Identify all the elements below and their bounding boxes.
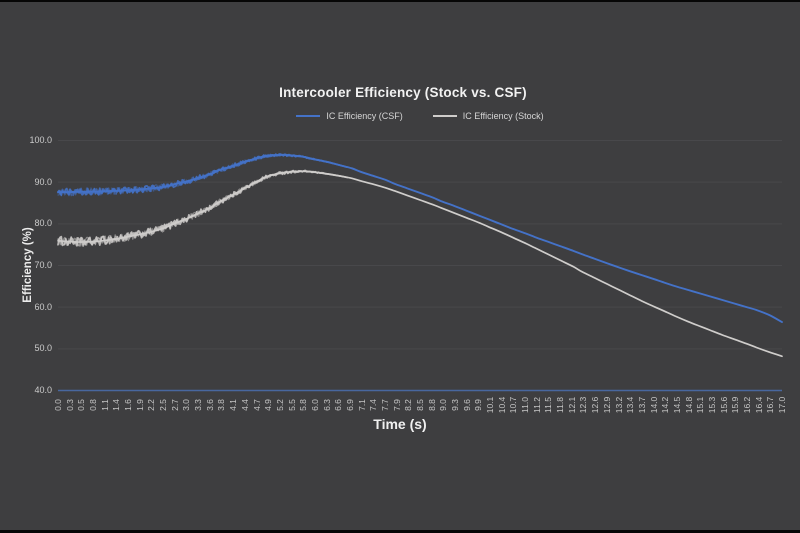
x-tick-label: 5.5 bbox=[286, 399, 297, 411]
x-tick-label: 17.0 bbox=[777, 396, 787, 414]
x-tick-label: 12.3 bbox=[578, 396, 589, 414]
x-tick-label: 3.3 bbox=[193, 399, 204, 411]
x-tick-label: 14.0 bbox=[648, 396, 659, 414]
x-tick-label: 16.7 bbox=[765, 396, 776, 414]
x-tick-label: 9.0 bbox=[438, 399, 449, 411]
y-tick-label: 60.0 bbox=[34, 301, 52, 312]
x-tick-label: 15.6 bbox=[718, 396, 729, 414]
x-tick-label: 13.4 bbox=[625, 396, 636, 414]
x-tick-label: 6.9 bbox=[344, 399, 355, 411]
x-tick-label: 0.3 bbox=[64, 399, 75, 411]
legend-item-stock: IC Efficiency (Stock) bbox=[432, 111, 544, 121]
x-tick-label: 15.9 bbox=[730, 396, 741, 414]
bottom-edge-bar bbox=[0, 530, 800, 533]
x-tick-label: 0.5 bbox=[76, 399, 87, 411]
x-tick-label: 1.9 bbox=[134, 399, 145, 411]
x-tick-label: 2.7 bbox=[169, 399, 180, 411]
x-tick-label: 9.6 bbox=[461, 399, 472, 411]
x-tick-label: 1.6 bbox=[123, 399, 134, 411]
x-tick-label: 6.6 bbox=[333, 399, 344, 411]
x-tick-label: 16.4 bbox=[753, 396, 764, 414]
x-tick-label: 10.1 bbox=[485, 396, 496, 414]
x-tick-label: 12.6 bbox=[590, 396, 601, 414]
x-tick-label: 3.6 bbox=[204, 399, 215, 411]
chart-title: Intercooler Efficiency (Stock vs. CSF) bbox=[279, 85, 527, 100]
x-tick-label: 1.1 bbox=[99, 399, 110, 411]
x-tick-label: 6.0 bbox=[309, 399, 320, 411]
x-tick-label: 8.5 bbox=[415, 399, 425, 411]
x-tick-label: 9.9 bbox=[473, 399, 484, 411]
x-tick-label: 14.2 bbox=[660, 396, 671, 414]
x-tick-label: 14.5 bbox=[671, 396, 682, 414]
legend: IC Efficiency (CSF) IC Efficiency (Stock… bbox=[58, 111, 782, 121]
x-tick-label: 7.7 bbox=[379, 399, 390, 411]
x-tick-label: 7.9 bbox=[391, 399, 402, 411]
x-tick-label: 0.8 bbox=[88, 399, 99, 411]
x-tick-label: 15.1 bbox=[695, 396, 706, 414]
csf-line-swatch-icon bbox=[296, 115, 321, 117]
x-tick-label: 13.7 bbox=[636, 396, 647, 414]
x-tick-label: 2.2 bbox=[146, 399, 157, 411]
x-tick-label: 8.2 bbox=[403, 399, 414, 411]
x-tick-label: 9.3 bbox=[450, 399, 461, 411]
y-tick-label: 80.0 bbox=[34, 218, 52, 229]
y-tick-label: 50.0 bbox=[34, 343, 52, 354]
x-tick-label: 3.8 bbox=[216, 399, 227, 411]
x-tick-label: 10.7 bbox=[508, 396, 519, 414]
y-tick-label: 90.0 bbox=[34, 176, 52, 187]
x-tick-label: 5.2 bbox=[274, 399, 285, 411]
x-tick-label: 4.7 bbox=[251, 399, 262, 411]
x-tick-label: 7.4 bbox=[368, 399, 379, 411]
x-axis-title: Time (s) bbox=[373, 416, 427, 432]
x-tick-label: 15.3 bbox=[706, 396, 717, 414]
x-tick-label: 11.0 bbox=[520, 397, 531, 413]
x-tick-label: 11.2 bbox=[531, 397, 542, 413]
x-tick-label: 3.0 bbox=[181, 399, 192, 411]
legend-label-stock: IC Efficiency (Stock) bbox=[462, 111, 544, 121]
x-tick-label: 16.2 bbox=[741, 396, 752, 414]
x-tick-label: 6.3 bbox=[321, 399, 332, 411]
y-tick-label: 40.0 bbox=[34, 385, 52, 395]
x-tick-label: 5.8 bbox=[298, 399, 309, 411]
x-tick-label: 2.5 bbox=[158, 399, 169, 411]
y-tick-label: 70.0 bbox=[34, 260, 52, 270]
x-tick-label: 12.1 bbox=[566, 396, 577, 414]
y-tick-label: 100.0 bbox=[29, 135, 52, 145]
x-tick-label: 4.9 bbox=[263, 399, 274, 411]
x-tick-label: 12.9 bbox=[601, 396, 612, 414]
x-tick-label: 13.2 bbox=[613, 396, 624, 414]
legend-label-csf: IC Efficiency (CSF) bbox=[326, 111, 403, 121]
stock-line-swatch-icon bbox=[432, 115, 457, 117]
x-tick-label: 4.1 bbox=[228, 399, 239, 411]
x-tick-label: 14.8 bbox=[683, 396, 694, 414]
x-tick-label: 7.1 bbox=[356, 399, 367, 411]
x-tick-label: 10.4 bbox=[496, 396, 507, 414]
x-tick-label: 8.8 bbox=[426, 399, 437, 411]
x-tick-label: 11.5 bbox=[543, 397, 554, 413]
x-tick-label: 0.0 bbox=[53, 399, 63, 411]
x-tick-label: 11.8 bbox=[555, 397, 566, 413]
top-edge-bar bbox=[0, 0, 800, 2]
x-tick-label: 4.4 bbox=[239, 399, 250, 411]
legend-item-csf: IC Efficiency (CSF) bbox=[296, 111, 403, 121]
x-tick-label: 1.4 bbox=[111, 399, 122, 411]
